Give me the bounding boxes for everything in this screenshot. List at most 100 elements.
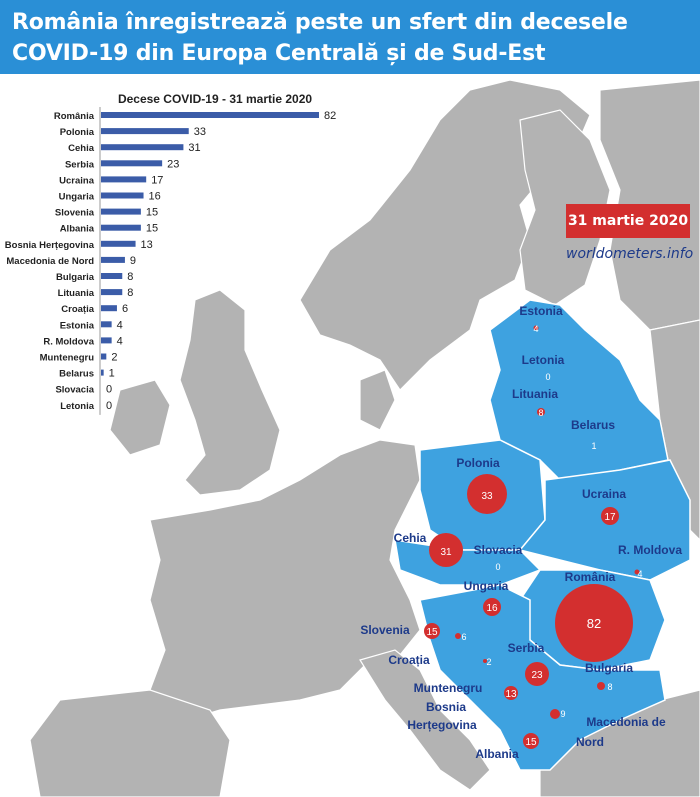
bar — [101, 353, 107, 360]
category-label: Estonia — [60, 320, 95, 331]
country-value: 16 — [486, 603, 498, 614]
bubbles — [424, 325, 640, 749]
value-label: 15 — [146, 207, 158, 219]
country-label: Cehia — [394, 531, 427, 545]
country-value: 15 — [525, 737, 537, 748]
country-label: România — [565, 570, 616, 584]
bar — [101, 337, 112, 344]
value-label: 82 — [324, 110, 336, 122]
country-value: 17 — [604, 512, 616, 523]
country-label: Lituania — [512, 387, 558, 401]
category-label: Letonia — [60, 401, 94, 412]
category-label: Slovacia — [55, 385, 94, 396]
category-label: Croația — [61, 304, 94, 315]
land-finland — [519, 109, 611, 306]
country-label: Belarus — [571, 418, 615, 432]
country-value: 8 — [538, 408, 543, 418]
value-label: 15 — [146, 223, 158, 235]
bar — [101, 240, 136, 247]
country-label: R. Moldova — [618, 543, 682, 557]
value-label: 4 — [117, 335, 123, 347]
bubble-serbia — [525, 662, 549, 686]
value-label: 31 — [188, 142, 200, 154]
bubble-polonia — [467, 474, 507, 514]
bubble-croatia — [455, 633, 461, 639]
category-label: Muntenegru — [40, 353, 95, 364]
value-label: 2 — [111, 352, 117, 364]
category-label: Serbia — [65, 159, 95, 170]
header-banner: România înregistrează peste un sfert din… — [0, 0, 700, 74]
country-value: 33 — [481, 491, 493, 502]
country-value: 82 — [587, 616, 601, 631]
bar — [101, 160, 163, 167]
bar — [101, 128, 189, 135]
country-label: Ungaria — [464, 579, 509, 593]
land-iberia — [29, 689, 231, 797]
title-line-2: COVID-19 din Europa Centrală și de Sud-E… — [12, 41, 546, 66]
bar — [101, 192, 144, 199]
value-label: 0 — [106, 400, 112, 412]
category-label: Cehia — [68, 143, 95, 154]
country-label: Nord — [576, 735, 604, 749]
bar — [101, 176, 147, 183]
country-label: Muntenegru — [414, 681, 483, 695]
bar — [101, 305, 117, 312]
category-label: Albania — [60, 224, 95, 235]
country-label: Serbia — [508, 641, 545, 655]
country-label: Slovacia — [474, 543, 523, 557]
bubble-ucraina — [601, 507, 619, 525]
category-label: Ucraina — [59, 175, 95, 186]
country-label: Croația — [388, 653, 430, 667]
bar — [101, 256, 125, 263]
bar-chart: Decese COVID-19 - 31 martie 2020 România… — [5, 92, 336, 415]
country-value: 31 — [440, 547, 452, 558]
bar — [101, 289, 123, 296]
europe-map: Decese COVID-19 - 31 martie 2020 România… — [0, 74, 700, 797]
bubble-albania — [523, 733, 539, 749]
bubble-lituania — [537, 408, 545, 416]
map-labels: Estonia 4 Letonia 0 Lituania 8 Belarus 1 Polonia… — [360, 304, 682, 761]
country-label: Ucraina — [582, 487, 626, 501]
value-label: 4 — [117, 319, 123, 331]
category-label: Bosnia Herțegovina — [5, 240, 95, 251]
bubble-macedonia — [550, 709, 560, 719]
bar — [101, 144, 184, 151]
country-value: 13 — [505, 689, 517, 700]
country-value: 4 — [637, 569, 642, 579]
bubble-ungaria — [483, 598, 501, 616]
bar — [101, 112, 319, 118]
category-label: R. Moldova — [43, 336, 94, 347]
bar — [101, 208, 141, 215]
country-label: Estonia — [519, 304, 563, 318]
land-ireland — [109, 379, 171, 456]
title-line-1: România înregistrează peste un sfert din… — [12, 10, 628, 35]
value-label: 8 — [127, 287, 133, 299]
category-label: Lituania — [58, 288, 95, 299]
bubble-cehia — [429, 533, 463, 567]
country-label: Letonia — [522, 353, 565, 367]
value-label: 17 — [151, 174, 163, 186]
country-value: 0 — [495, 562, 500, 572]
bubble-bulgaria — [597, 682, 605, 690]
country-value: 15 — [426, 627, 438, 638]
source-label: worldometers.info — [566, 246, 694, 262]
bubble-bosnia — [504, 686, 518, 700]
country-label: Bosnia — [426, 700, 466, 714]
category-label: Slovenia — [55, 208, 95, 219]
value-label: 23 — [167, 158, 179, 170]
country-value: 8 — [607, 682, 612, 692]
country-value: 0 — [545, 372, 550, 382]
value-label: 9 — [130, 255, 136, 267]
country-value: 4 — [533, 324, 538, 334]
bar — [101, 369, 104, 376]
land-britain — [179, 289, 281, 496]
category-label: Bulgaria — [56, 272, 95, 283]
date-badge: 31 martie 2020 — [566, 204, 690, 238]
bar — [101, 224, 141, 231]
country-label: Polonia — [456, 456, 500, 470]
country-label: Slovenia — [360, 623, 410, 637]
category-label: Belarus — [59, 369, 94, 380]
country-value: 9 — [560, 709, 565, 719]
country-value: 2 — [486, 657, 491, 667]
land-west-europe — [149, 439, 421, 726]
